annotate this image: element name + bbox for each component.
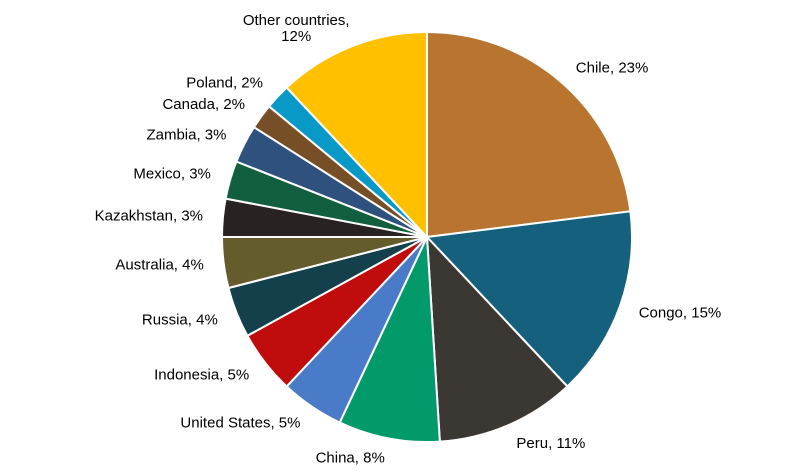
slice-label-congo: Congo, 15% bbox=[639, 305, 722, 322]
pie-slice-peru bbox=[426, 236, 569, 443]
slice-label-indonesia: Indonesia, 5% bbox=[154, 366, 249, 383]
slice-label-united-states: United States, 5% bbox=[180, 415, 300, 432]
pie-slice-other-countries bbox=[285, 31, 428, 238]
pie-slice-congo bbox=[426, 210, 633, 388]
slice-label-canada: Canada, 2% bbox=[162, 96, 245, 113]
slice-label-other-countries: Other countries, 12% bbox=[243, 11, 350, 44]
slice-label-poland: Poland, 2% bbox=[186, 75, 263, 92]
slice-label-australia: Australia, 4% bbox=[115, 257, 203, 274]
pie-slice-china bbox=[338, 236, 441, 443]
pie-slice-chile bbox=[426, 31, 632, 238]
slice-label-mexico: Mexico, 3% bbox=[133, 166, 211, 183]
slice-label-peru: Peru, 11% bbox=[516, 435, 585, 452]
slice-label-chile: Chile, 23% bbox=[576, 60, 649, 77]
slice-label-zambia: Zambia, 3% bbox=[146, 126, 226, 143]
slice-label-china: China, 8% bbox=[316, 450, 385, 467]
slice-label-russia: Russia, 4% bbox=[142, 311, 218, 328]
slice-label-kazakhstan: Kazakhstan, 3% bbox=[95, 207, 203, 224]
